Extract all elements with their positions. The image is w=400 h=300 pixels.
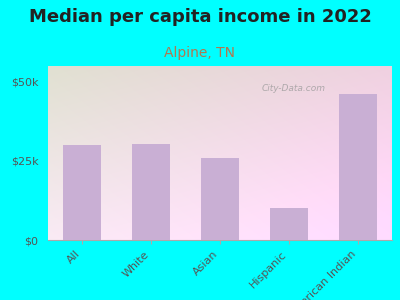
Bar	[132, 143, 170, 240]
Bar	[270, 208, 308, 240]
Text: Median per capita income in 2022: Median per capita income in 2022	[28, 8, 372, 26]
Text: City-Data.com: City-Data.com	[261, 84, 325, 93]
Text: Alpine, TN: Alpine, TN	[164, 46, 236, 61]
Bar	[201, 158, 239, 240]
Bar	[339, 94, 376, 240]
Bar	[64, 145, 101, 240]
